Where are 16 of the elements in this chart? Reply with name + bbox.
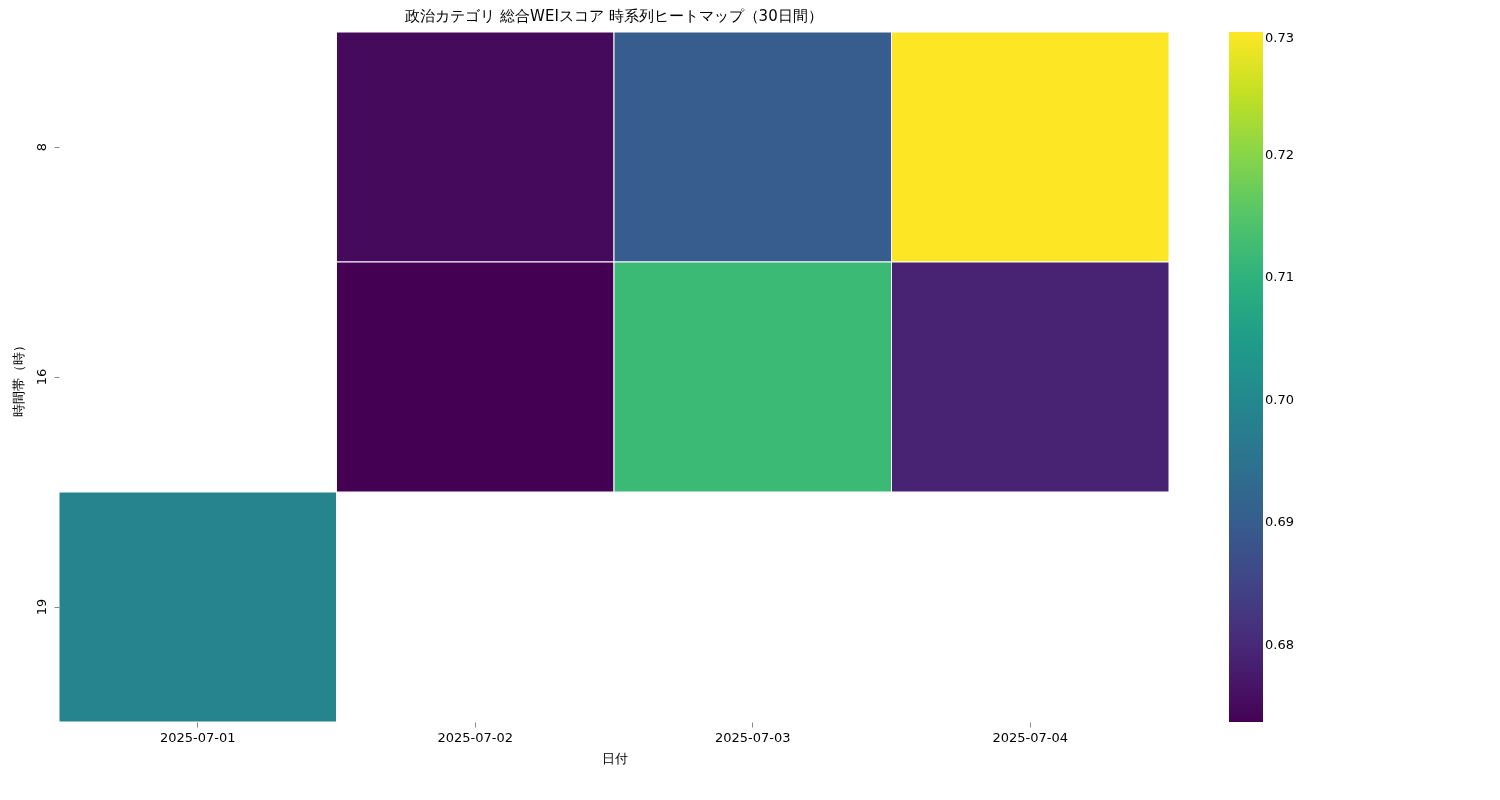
chart-title: 政治カテゴリ 総合WEIスコア 時系列ヒートマップ（30日間）: [405, 6, 823, 25]
color-bar-label: 0.68: [1265, 636, 1294, 652]
y-axis-title: 時間帯（時）: [10, 338, 26, 417]
color-bar-label: 0.69: [1265, 514, 1294, 530]
x-tick-label: 2025-07-01: [159, 729, 236, 745]
y-tick-label: 8: [33, 142, 49, 152]
y-tick-label: 16: [33, 368, 49, 386]
x-tick-label: 2025-07-04: [992, 729, 1069, 745]
x-tick-label: 2025-07-03: [714, 729, 791, 745]
x-tick-label: 2025-07-02: [437, 729, 514, 745]
y-tick-label: 19: [33, 598, 49, 616]
x-axis-title: 日付: [601, 750, 628, 766]
color-bar-label: 0.73: [1265, 30, 1294, 45]
color-bar-label: 0.71: [1265, 269, 1294, 285]
color-bar-label: 0.72: [1265, 146, 1294, 162]
color-bar-label: 0.70: [1265, 391, 1294, 407]
